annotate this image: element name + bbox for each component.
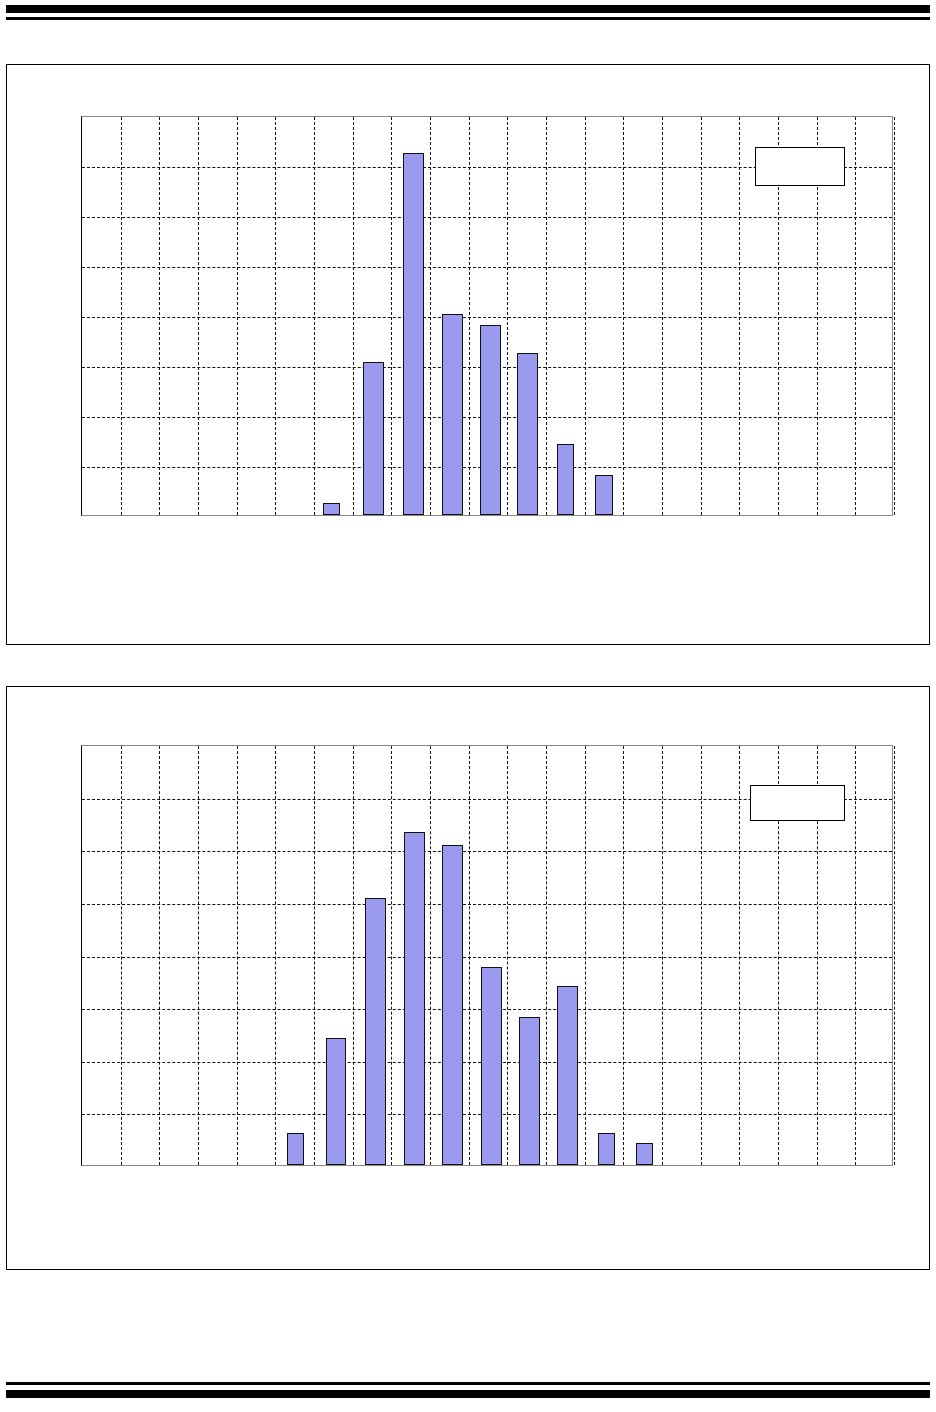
bar xyxy=(323,503,340,515)
chart-bottom-legend-box[interactable] xyxy=(750,785,845,821)
bar xyxy=(517,353,538,515)
bar xyxy=(404,832,425,1165)
chart-bottom-bar-series xyxy=(82,746,892,1165)
bar xyxy=(365,898,386,1165)
bar xyxy=(403,153,424,515)
bar xyxy=(519,1017,540,1165)
bar xyxy=(557,444,574,515)
bar xyxy=(326,1038,346,1165)
bar xyxy=(481,967,502,1165)
bar xyxy=(598,1133,615,1165)
bar xyxy=(595,475,613,515)
bar xyxy=(636,1143,653,1165)
bar xyxy=(363,362,384,515)
chart-top-legend-box[interactable] xyxy=(755,147,845,186)
bar xyxy=(480,325,501,515)
top-thin-rule xyxy=(6,17,930,20)
chart-top-bar-series xyxy=(82,117,892,515)
chart-top-plot-area xyxy=(81,116,895,516)
bar xyxy=(442,314,463,515)
bottom-thin-rule xyxy=(6,1382,930,1385)
bar xyxy=(287,1133,304,1165)
top-thick-rule xyxy=(6,5,930,13)
bar xyxy=(442,845,463,1165)
bottom-thick-rule xyxy=(6,1390,930,1398)
bar xyxy=(557,986,578,1165)
